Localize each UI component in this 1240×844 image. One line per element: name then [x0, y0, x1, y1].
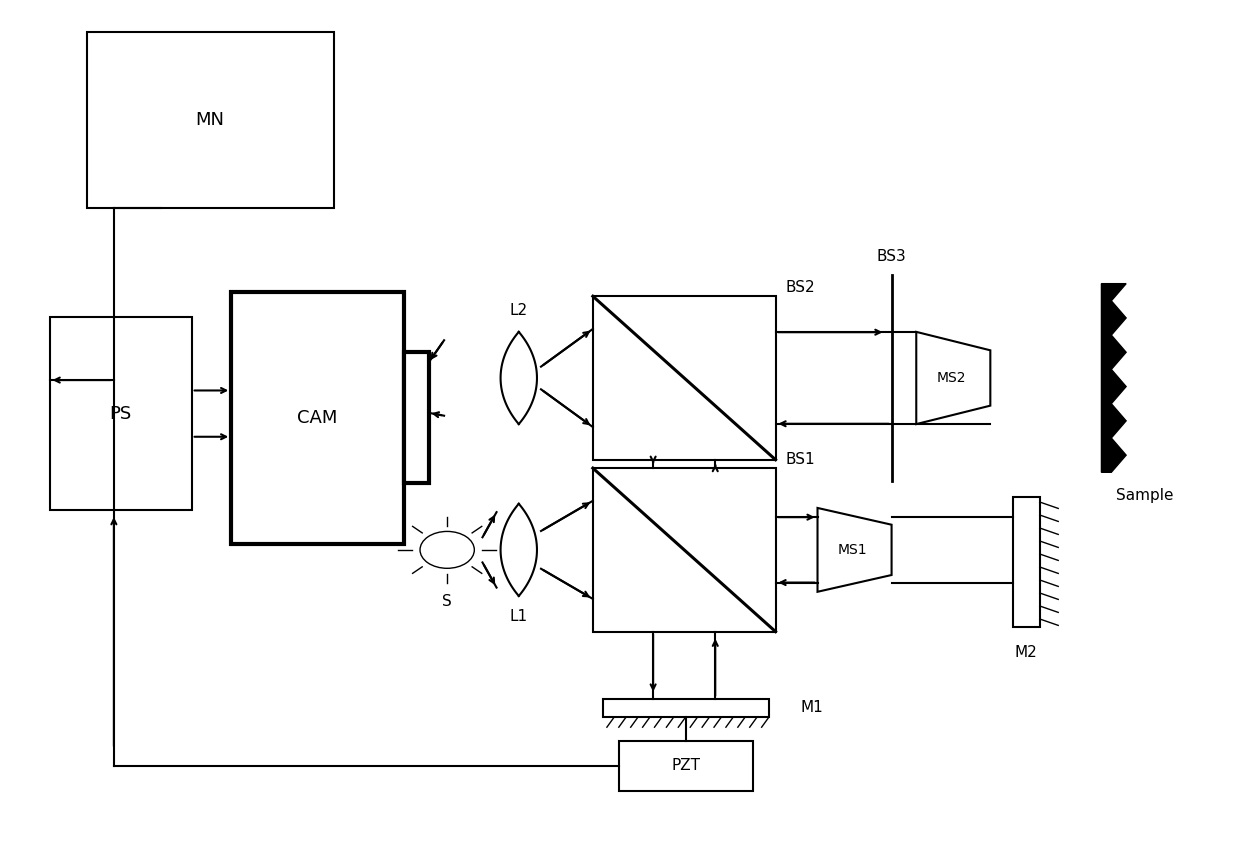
Text: Sample: Sample — [1116, 489, 1173, 503]
Bar — [231, 292, 404, 544]
Text: L1: L1 — [510, 609, 528, 625]
Bar — [1013, 497, 1039, 627]
Text: BS2: BS2 — [785, 280, 815, 295]
Bar — [593, 468, 775, 631]
Bar — [404, 353, 429, 484]
Polygon shape — [916, 332, 991, 424]
Text: BS1: BS1 — [785, 452, 815, 468]
Bar — [619, 740, 754, 791]
Text: MS2: MS2 — [936, 371, 966, 385]
Text: CAM: CAM — [298, 408, 337, 427]
Text: PS: PS — [109, 404, 131, 423]
Text: BS3: BS3 — [877, 249, 906, 264]
Text: M2: M2 — [1014, 645, 1038, 660]
Text: PZT: PZT — [672, 758, 701, 773]
Bar — [87, 32, 334, 208]
Text: MS1: MS1 — [838, 543, 868, 557]
Bar — [603, 699, 769, 717]
Text: M1: M1 — [800, 701, 823, 716]
Polygon shape — [1101, 284, 1126, 473]
Text: S: S — [443, 594, 453, 609]
Text: MN: MN — [196, 111, 224, 129]
Bar — [593, 296, 775, 460]
Polygon shape — [817, 508, 892, 592]
Text: L2: L2 — [510, 303, 528, 318]
Bar — [50, 317, 192, 510]
